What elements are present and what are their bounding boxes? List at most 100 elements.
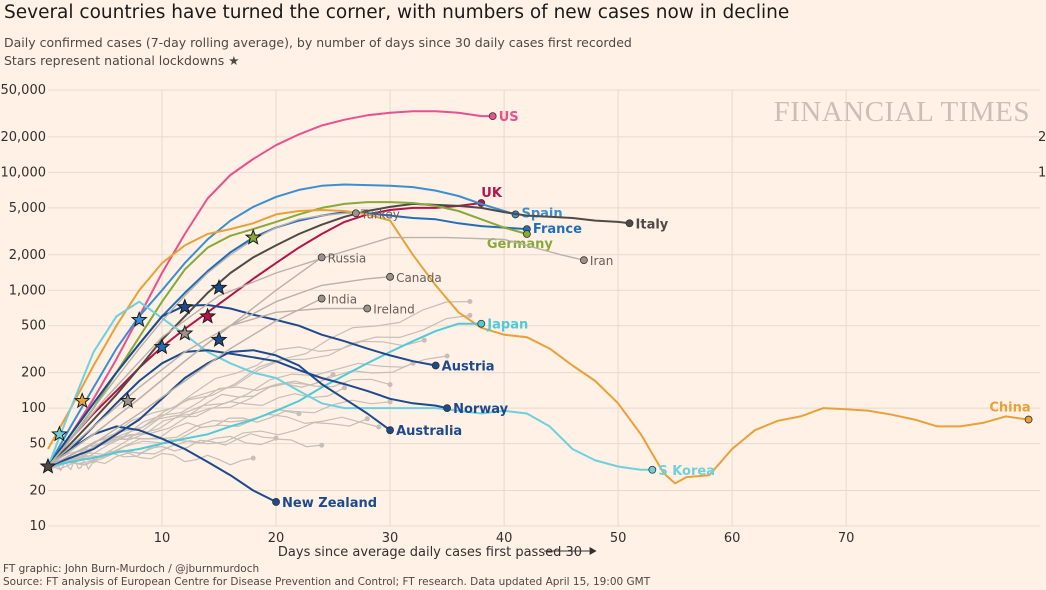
series-endpoint-iran (580, 256, 588, 265)
series-label-us: US (499, 110, 519, 125)
series-endpoint-ireland (363, 304, 372, 313)
y-tick-label: 500 (21, 319, 46, 334)
series-endpoint-austria (431, 361, 440, 370)
series-line-norway (47, 349, 448, 468)
lockdown-star-china (73, 392, 91, 409)
series-endpoint-russia (317, 253, 326, 262)
lockdown-star-austria (176, 298, 194, 315)
series-endpoint-germany (522, 230, 531, 238)
y-tick-label: 50,000 (1, 83, 47, 98)
series-line-ireland (47, 307, 368, 468)
series-line-china (47, 209, 1029, 485)
other-country-endpoint (467, 299, 473, 304)
other-country-line (47, 300, 470, 472)
series-endpoint-india (317, 294, 326, 303)
other-country-endpoint (387, 399, 393, 405)
series-line-spain (47, 183, 516, 467)
series-label-australia: Australia (396, 424, 462, 439)
other-country-endpoint (387, 382, 393, 388)
y-tick-label-right: 10,000 (1038, 165, 1046, 180)
series-label-new-zealand: New Zealand (282, 496, 377, 511)
credit-line: FT graphic: John Burn-Murdoch / @jburnmu… (3, 563, 260, 575)
series-endpoint-china (1024, 415, 1033, 424)
chart-title: Several countries have turned the corner… (4, 2, 790, 23)
other-country-endpoint (364, 416, 370, 422)
other-country-line (47, 355, 448, 467)
y-tick-label: 100 (21, 401, 46, 416)
series-endpoint-turkey (351, 209, 360, 218)
other-country-line (47, 362, 414, 464)
lockdown-star-ireland (176, 324, 194, 341)
x-tick-label: 40 (496, 531, 513, 546)
lockdown-star-india (119, 392, 137, 409)
series-line-australia (47, 349, 391, 468)
lockdown-star-s-korea (50, 425, 68, 442)
y-tick-label-right: 20,000 (1038, 130, 1046, 145)
series-endpoint-japan (477, 319, 486, 328)
series-line-us (47, 110, 493, 468)
series-label-india: India (328, 293, 357, 307)
series-label-canada: Canada (396, 271, 442, 285)
series-line-s-korea (47, 300, 653, 471)
lockdown-star-australia (210, 330, 228, 348)
series-label-ireland: Ireland (373, 303, 415, 317)
other-country-endpoint (376, 424, 382, 430)
x-tick-label: 50 (610, 531, 627, 546)
other-country-line (47, 452, 254, 470)
series-endpoint-us (488, 112, 497, 121)
lockdown-star-norway (210, 278, 228, 295)
x-tick-label: 60 (724, 531, 741, 546)
other-country-endpoint (91, 458, 97, 464)
other-country-endpoint (342, 385, 347, 391)
series-label-russia: Russia (328, 251, 367, 265)
lockdown-star-spain (130, 310, 148, 328)
x-tick-label: 70 (838, 531, 855, 546)
y-tick-label: 50 (29, 437, 46, 452)
other-country-endpoint (444, 353, 450, 359)
series-label-france: France (533, 222, 582, 237)
series-line-italy (47, 202, 630, 468)
y-tick-label: 10,000 (1, 165, 47, 180)
other-country-endpoint (330, 371, 336, 377)
series-line-germany (47, 201, 528, 468)
other-country-line (47, 378, 391, 471)
lockdown-star-germany (244, 228, 262, 245)
chart-subtitle-lockdowns: Stars represent national lockdowns ★ (4, 53, 240, 68)
y-tick-label: 2,000 (9, 248, 46, 263)
lockdown-star-france (153, 338, 171, 355)
series-label-norway: Norway (453, 402, 509, 417)
y-tick-label: 20 (29, 484, 46, 499)
x-tick-label: 30 (382, 531, 399, 546)
other-country-endpoint (296, 411, 302, 417)
series-label-s-korea: S Korea (658, 464, 715, 479)
series-endpoint-norway (443, 404, 451, 413)
series-label-japan: Japan (486, 318, 528, 333)
other-country-line (47, 410, 300, 471)
series-endpoint-canada (386, 272, 394, 281)
series-endpoint-australia (386, 426, 394, 435)
source-line: Source: FT analysis of European Centre f… (3, 576, 651, 588)
series-label-spain: Spain (521, 206, 562, 221)
y-tick-label: 5,000 (9, 201, 46, 216)
series-label-turkey: Turkey (360, 207, 400, 221)
lockdown-star-uk (199, 307, 217, 324)
series-line-iran (47, 236, 585, 467)
ft-logo: FINANCIAL TIMES (773, 96, 1030, 128)
series-line-japan (47, 322, 482, 468)
series-label-china: China (989, 401, 1030, 416)
other-country-endpoint (467, 312, 473, 318)
y-tick-label: 20,000 (1, 130, 47, 145)
chart-subtitle: Daily confirmed cases (7-day rolling ave… (4, 35, 632, 50)
series-line-uk (47, 202, 482, 468)
x-tick-label: 10 (154, 531, 171, 546)
series-label-austria: Austria (442, 359, 495, 374)
y-tick-label: 1,000 (9, 283, 46, 298)
x-axis-label: Days since average daily cases first pas… (278, 545, 582, 560)
series-endpoint-s-korea (648, 465, 657, 474)
series-label-italy: Italy (636, 217, 669, 232)
lockdown-star-italy (39, 457, 57, 474)
y-tick-label: 200 (21, 366, 46, 381)
y-tick-label: 10 (29, 519, 46, 534)
series-line-austria (47, 304, 436, 468)
